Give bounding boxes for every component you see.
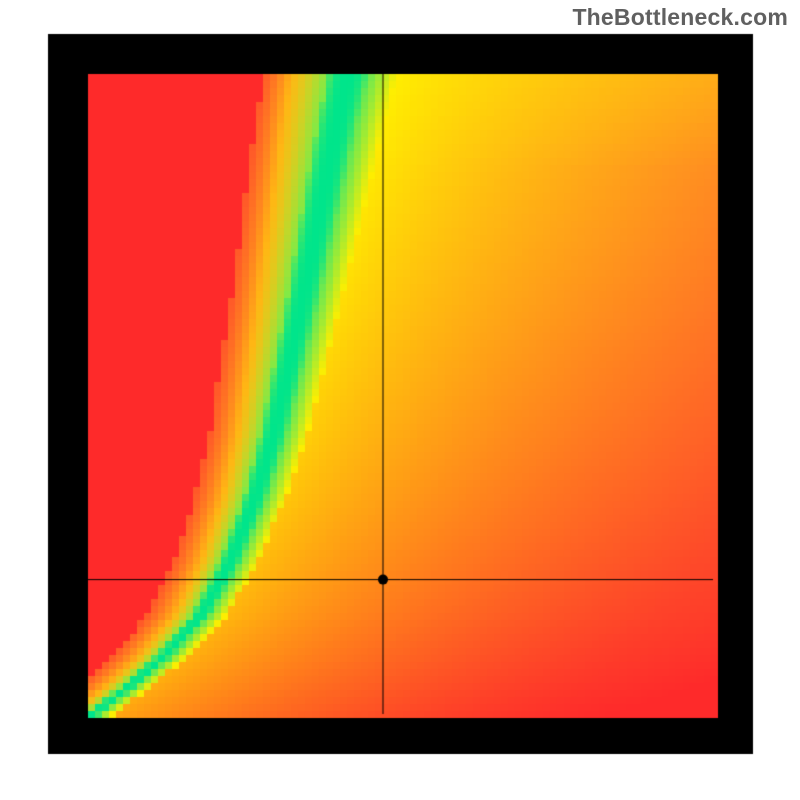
bottleneck-heatmap [0,0,800,800]
watermark-text: TheBottleneck.com [572,4,788,31]
